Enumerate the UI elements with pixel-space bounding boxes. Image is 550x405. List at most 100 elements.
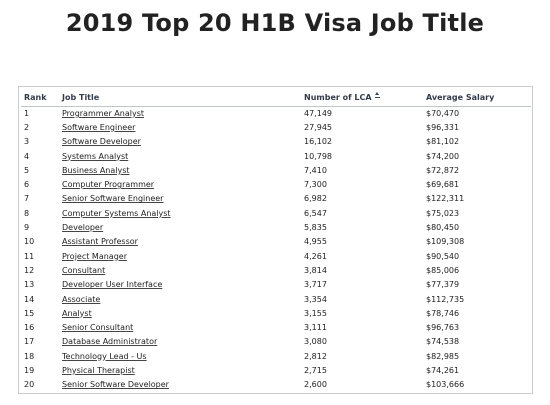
rank-cell: 16 <box>24 323 35 333</box>
average-salary-cell: $80,450 <box>426 223 460 233</box>
rank-cell: 11 <box>24 251 35 261</box>
average-salary-cell: $112,735 <box>426 294 465 304</box>
header-average-salary[interactable]: Average Salary <box>423 89 531 106</box>
job-title-cell: Computer Programmer <box>59 177 301 191</box>
job-title-cell: Senior Software Developer <box>59 378 301 392</box>
job-title-link[interactable]: Programmer Analyst <box>62 108 145 118</box>
job-title-link[interactable]: Physical Therapist <box>62 365 135 375</box>
job-title-cell: Developer User Interface <box>59 278 301 292</box>
rank-cell: 20 <box>24 380 35 390</box>
lca-count-cell: 3,080 <box>304 337 327 347</box>
average-salary-cell: $90,540 <box>426 251 460 261</box>
average-salary-cell: $96,763 <box>426 323 460 333</box>
job-title-cell: Systems Analyst <box>59 149 301 163</box>
job-title-cell: Database Administrator <box>59 335 301 349</box>
average-salary-cell: $75,023 <box>426 208 460 218</box>
lca-count-cell: 6,547 <box>304 208 327 218</box>
job-title-link[interactable]: Developer User Interface <box>62 280 163 290</box>
rank-cell: 8 <box>24 208 30 218</box>
job-title-cell: Software Developer <box>59 135 301 149</box>
rank-cell: 19 <box>24 365 35 375</box>
job-title-link[interactable]: Associate <box>62 294 101 304</box>
average-salary-cell: $74,261 <box>426 365 460 375</box>
table-row: 14 Associate 3,354 $112,735 <box>21 292 531 306</box>
lca-count-cell: 10,798 <box>304 151 332 161</box>
job-title-link[interactable]: Assistant Professor <box>62 237 138 247</box>
rank-cell: 3 <box>24 137 30 147</box>
rank-cell: 1 <box>24 108 30 118</box>
job-title-link[interactable]: Business Analyst <box>62 165 130 175</box>
table-row: 4 Systems Analyst 10,798 $74,200 <box>21 149 531 163</box>
average-salary-cell: $74,200 <box>426 151 460 161</box>
header-rank[interactable]: Rank <box>21 89 59 106</box>
job-title-link[interactable]: Software Engineer <box>62 122 136 132</box>
job-title-link[interactable]: Senior Consultant <box>62 323 134 333</box>
job-title-link[interactable]: Computer Systems Analyst <box>62 208 171 218</box>
job-title-link[interactable]: Consultant <box>62 265 106 275</box>
job-title-table: Rank Job Title Number of LCA Average Sal… <box>21 89 531 392</box>
table-row: 17 Database Administrator 3,080 $74,538 <box>21 335 531 349</box>
job-title-cell: Consultant <box>59 263 301 277</box>
lca-count-cell: 5,835 <box>304 223 327 233</box>
average-salary-cell: $72,872 <box>426 165 460 175</box>
lca-count-cell: 4,261 <box>304 251 327 261</box>
table-header: Rank Job Title Number of LCA Average Sal… <box>21 89 531 106</box>
lca-count-cell: 3,354 <box>304 294 327 304</box>
lca-count-cell: 16,102 <box>304 137 332 147</box>
job-title-cell: Computer Systems Analyst <box>59 206 301 220</box>
lca-count-cell: 7,300 <box>304 180 327 190</box>
sort-icon[interactable] <box>374 92 380 101</box>
rank-cell: 10 <box>24 237 35 247</box>
rank-cell: 6 <box>24 180 30 190</box>
table-header-row: Rank Job Title Number of LCA Average Sal… <box>21 89 531 106</box>
job-title-link[interactable]: Software Developer <box>62 137 141 147</box>
table-row: 19 Physical Therapist 2,715 $74,261 <box>21 363 531 377</box>
job-title-link[interactable]: Developer <box>62 223 104 233</box>
table-row: 10 Assistant Professor 4,955 $109,308 <box>21 235 531 249</box>
average-salary-cell: $70,470 <box>426 108 460 118</box>
rank-cell: 5 <box>24 165 30 175</box>
table-row: 12 Consultant 3,814 $85,006 <box>21 263 531 277</box>
average-salary-cell: $77,379 <box>426 280 460 290</box>
average-salary-cell: $69,681 <box>426 180 460 190</box>
table-row: 13 Developer User Interface 3,717 $77,379 <box>21 278 531 292</box>
average-salary-cell: $122,311 <box>426 194 465 204</box>
table-row: 20 Senior Software Developer 2,600 $103,666 <box>21 378 531 392</box>
job-title-link[interactable]: Technology Lead - Us <box>62 351 147 361</box>
job-title-link[interactable]: Computer Programmer <box>62 180 155 190</box>
table-row: 1 Programmer Analyst 47,149 $70,470 <box>21 106 531 120</box>
job-title-link[interactable]: Senior Software Developer <box>62 380 169 390</box>
average-salary-cell: $109,308 <box>426 237 465 247</box>
lca-count-cell: 3,111 <box>304 323 327 333</box>
header-number-of-lca[interactable]: Number of LCA <box>301 89 423 106</box>
table-row: 8 Computer Systems Analyst 6,547 $75,023 <box>21 206 531 220</box>
job-title-link[interactable]: Systems Analyst <box>62 151 129 161</box>
job-title-link[interactable]: Analyst <box>62 308 92 318</box>
table-row: 9 Developer 5,835 $80,450 <box>21 220 531 234</box>
table-row: 6 Computer Programmer 7,300 $69,681 <box>21 177 531 191</box>
lca-count-cell: 2,600 <box>304 380 327 390</box>
rank-cell: 13 <box>24 280 35 290</box>
lca-count-cell: 4,955 <box>304 237 327 247</box>
header-job-title-label: Job Title <box>62 92 100 102</box>
job-title-cell: Programmer Analyst <box>59 106 301 120</box>
header-average-salary-label: Average Salary <box>426 92 495 102</box>
job-title-cell: Senior Consultant <box>59 320 301 334</box>
lca-count-cell: 2,715 <box>304 365 327 375</box>
header-rank-label: Rank <box>24 92 47 102</box>
job-title-cell: Analyst <box>59 306 301 320</box>
job-title-link[interactable]: Project Manager <box>62 251 127 261</box>
table-body: 1 Programmer Analyst 47,149 $70,470 2 Softwar… <box>21 106 531 392</box>
rank-cell: 18 <box>24 351 35 361</box>
rank-cell: 2 <box>24 122 30 132</box>
lca-count-cell: 6,982 <box>304 194 327 204</box>
table-row: 7 Senior Software Engineer 6,982 $122,311 <box>21 192 531 206</box>
rank-cell: 9 <box>24 223 30 233</box>
header-job-title[interactable]: Job Title <box>59 89 301 106</box>
rank-cell: 14 <box>24 294 35 304</box>
job-title-link[interactable]: Senior Software Engineer <box>62 194 164 204</box>
rank-cell: 7 <box>24 194 30 204</box>
job-title-link[interactable]: Database Administrator <box>62 337 158 347</box>
average-salary-cell: $103,666 <box>426 380 465 390</box>
table-row: 15 Analyst 3,155 $78,746 <box>21 306 531 320</box>
